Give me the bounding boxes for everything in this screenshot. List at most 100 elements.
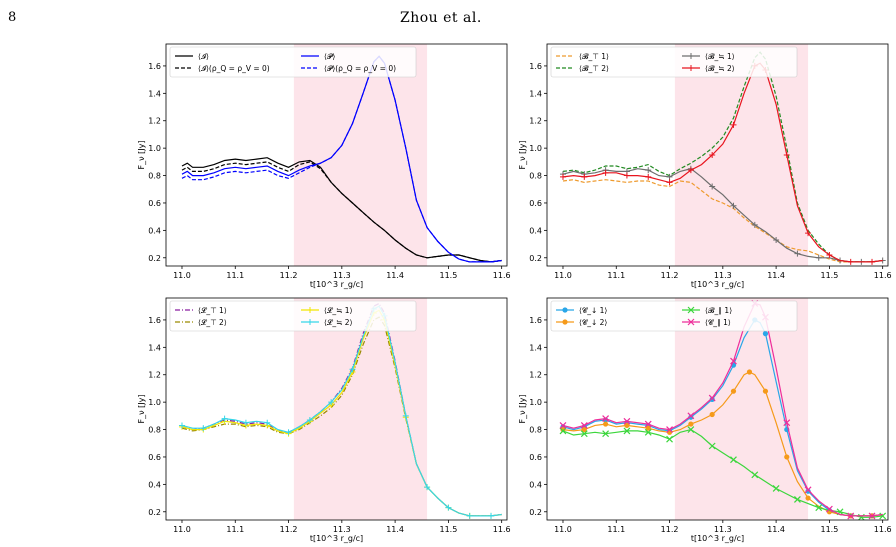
series-group bbox=[178, 302, 502, 519]
series-1-marker bbox=[709, 411, 715, 418]
x-tick-label: 11.4 bbox=[767, 271, 785, 280]
y-tick-label: 1.0 bbox=[529, 398, 542, 407]
x-axis-label: t[10^3 r_g/c] bbox=[691, 280, 744, 289]
y-tick-label: 0.4 bbox=[529, 226, 542, 235]
series-3-marker bbox=[847, 512, 855, 520]
x-tick-label: 11.6 bbox=[493, 271, 511, 280]
legend-label-1: ⟨𝓑_⊤ 2⟩ bbox=[579, 64, 609, 73]
series-1-marker bbox=[603, 421, 609, 427]
series-3-marker bbox=[783, 152, 790, 158]
y-axis-label: F_ν [Jy] bbox=[137, 395, 146, 424]
series-0-marker bbox=[688, 414, 694, 420]
series-2-marker bbox=[602, 430, 610, 438]
y-tick-label: 1.2 bbox=[148, 117, 161, 126]
series-0-marker bbox=[762, 331, 769, 337]
legend-label-3: ⟨𝓒_∥ 1⟩ bbox=[705, 318, 731, 327]
series-1-marker bbox=[805, 495, 811, 501]
x-tick-label: 11.6 bbox=[493, 525, 511, 534]
series-3-marker bbox=[687, 412, 695, 420]
x-tick-label: 11.0 bbox=[173, 525, 191, 534]
legend-marker-3 bbox=[307, 319, 313, 325]
x-tick-label: 11.4 bbox=[386, 271, 404, 280]
x-tick-label: 11.3 bbox=[333, 525, 351, 534]
x-tick-label: 11.1 bbox=[226, 525, 244, 534]
y-tick-label: 1.2 bbox=[529, 371, 542, 380]
y-tick-label: 1.2 bbox=[529, 117, 542, 126]
series-3-marker bbox=[805, 230, 812, 237]
legend-box bbox=[550, 46, 798, 78]
series-2-marker bbox=[815, 254, 822, 261]
legend-label-2: ⟨𝓑_≒ 1⟩ bbox=[705, 52, 735, 61]
series-2-marker bbox=[772, 485, 780, 492]
x-tick-label: 11.0 bbox=[554, 525, 572, 534]
series-2-marker bbox=[879, 512, 887, 520]
series-3-marker bbox=[730, 121, 737, 128]
series-3-marker bbox=[402, 412, 409, 419]
legend-label-0: ⟨𝓛_⊤ 1⟩ bbox=[198, 305, 227, 315]
series-line-1 bbox=[181, 161, 502, 263]
series-2-marker bbox=[580, 430, 588, 438]
series-2-marker bbox=[709, 183, 716, 190]
y-tick-label: 1.6 bbox=[529, 62, 542, 71]
series-2-marker bbox=[666, 435, 673, 443]
series-1-marker bbox=[581, 426, 587, 433]
series-1-marker bbox=[688, 421, 694, 427]
series-1-marker bbox=[624, 422, 630, 429]
plot-frame bbox=[546, 43, 889, 267]
legend-label-2: ⟨𝓛_≒ 1⟩ bbox=[324, 305, 353, 315]
series-2-marker bbox=[751, 471, 759, 479]
series-3-marker bbox=[825, 505, 833, 513]
y-tick-label: 1.4 bbox=[148, 89, 161, 98]
legend-label-0: ⟨𝓒_↓ 1⟩ bbox=[579, 306, 607, 315]
series-0-marker bbox=[805, 488, 811, 494]
y-tick-label: 0.6 bbox=[529, 453, 542, 462]
series-2-marker bbox=[644, 428, 652, 436]
series-3-marker bbox=[602, 169, 609, 176]
y-axis-label: F_ν [Jy] bbox=[518, 395, 527, 424]
series-3-marker bbox=[730, 357, 737, 365]
panel-top-left: 11.0 11.1 11.2 11.3 11.4 11.5 11.6 0.2 0.4 0.6 0.8… bbox=[137, 43, 511, 289]
y-tick-label: 0.4 bbox=[148, 480, 161, 489]
y-tick-label: 1.2 bbox=[148, 371, 161, 380]
y-tick-label: 1.4 bbox=[148, 343, 161, 352]
series-3-marker bbox=[804, 486, 812, 494]
y-tick-label: 1.0 bbox=[148, 398, 161, 407]
series-3-marker bbox=[826, 252, 833, 259]
legend-marker-1 bbox=[562, 319, 568, 325]
series-3-marker bbox=[349, 366, 356, 373]
series-3-marker bbox=[687, 167, 694, 174]
y-axis-label: F_ν [Jy] bbox=[137, 141, 146, 170]
y-tick-label: 1.4 bbox=[529, 89, 542, 98]
series-3-marker bbox=[200, 425, 207, 432]
x-tick-label: 11.0 bbox=[173, 271, 191, 280]
series-3-marker bbox=[783, 419, 791, 427]
x-tick-label: 11.6 bbox=[874, 271, 892, 280]
x-tick-label: 11.3 bbox=[333, 271, 351, 280]
x-axis-label: t[10^3 r_g/c] bbox=[310, 534, 363, 543]
series-2-marker bbox=[623, 427, 631, 435]
x-tick-label: 11.3 bbox=[714, 525, 732, 534]
panel-bottom-right: 11.0 11.1 11.2 11.3 11.4 11.5 11.6 0.2 0.4 0.6 0.8… bbox=[518, 297, 892, 543]
series-3-marker bbox=[868, 512, 876, 520]
x-axis-label: t[10^3 r_g/c] bbox=[691, 534, 744, 543]
series-line-3 bbox=[181, 305, 502, 517]
series-group bbox=[559, 51, 886, 265]
series-2-marker bbox=[815, 504, 823, 512]
series-2-marker bbox=[793, 496, 801, 503]
y-tick-label: 0.4 bbox=[148, 226, 161, 235]
legend-box bbox=[550, 300, 798, 332]
legend-box bbox=[169, 46, 417, 78]
series-line-3 bbox=[562, 62, 883, 263]
series-1-marker bbox=[645, 425, 651, 431]
x-tick-label: 11.5 bbox=[820, 271, 838, 280]
legend-marker-0 bbox=[562, 307, 568, 313]
series-2-marker bbox=[559, 427, 567, 435]
series-line-1 bbox=[181, 316, 502, 517]
x-tick-label: 11.0 bbox=[554, 271, 572, 280]
series-3-marker bbox=[847, 258, 854, 265]
series-3-marker bbox=[559, 422, 567, 429]
legend-label-2: ⟨𝓟⟩ bbox=[324, 52, 335, 61]
series-group bbox=[181, 55, 502, 263]
series-0-marker bbox=[709, 396, 715, 403]
series-3-marker bbox=[708, 394, 716, 402]
